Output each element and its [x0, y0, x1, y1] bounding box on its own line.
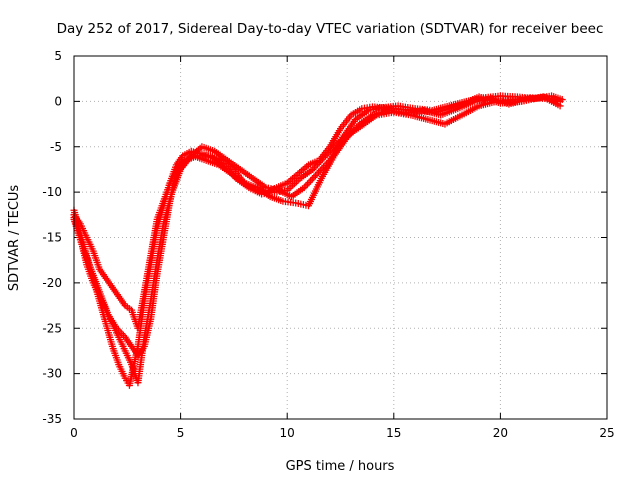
data-point: [556, 97, 564, 105]
x-tick-label: 15: [386, 426, 401, 440]
chart-title: Day 252 of 2017, Sidereal Day-to-day VTE…: [57, 21, 604, 37]
y-tick-label: -5: [50, 140, 62, 154]
y-tick-label: -15: [42, 231, 62, 245]
data-point-interp: [308, 175, 316, 183]
y-tick-label: -10: [42, 185, 62, 199]
y-tick-label: -30: [42, 367, 62, 381]
y-axis-label: SDTVAR / TECUs: [7, 185, 22, 292]
data-series: [70, 92, 566, 389]
x-tick-label: 0: [70, 426, 78, 440]
y-tick-label: 0: [54, 94, 62, 108]
x-tick-label: 20: [493, 426, 508, 440]
data-point-interp: [303, 180, 311, 188]
y-tick-label: -35: [42, 412, 62, 426]
plot-frame: [73, 55, 608, 420]
data-point-interp: [307, 177, 315, 185]
grid: [74, 56, 607, 419]
data-point-interp: [305, 178, 313, 186]
x-tick-label: 5: [177, 426, 185, 440]
x-tick-label: 25: [599, 426, 614, 440]
y-tick-label: 5: [54, 49, 62, 63]
y-tick-label: -25: [42, 321, 62, 335]
x-axis-label: GPS time / hours: [286, 459, 395, 474]
y-tick-label: -20: [42, 276, 62, 290]
data-point-interp: [310, 173, 318, 181]
x-tick-label: 10: [280, 426, 295, 440]
